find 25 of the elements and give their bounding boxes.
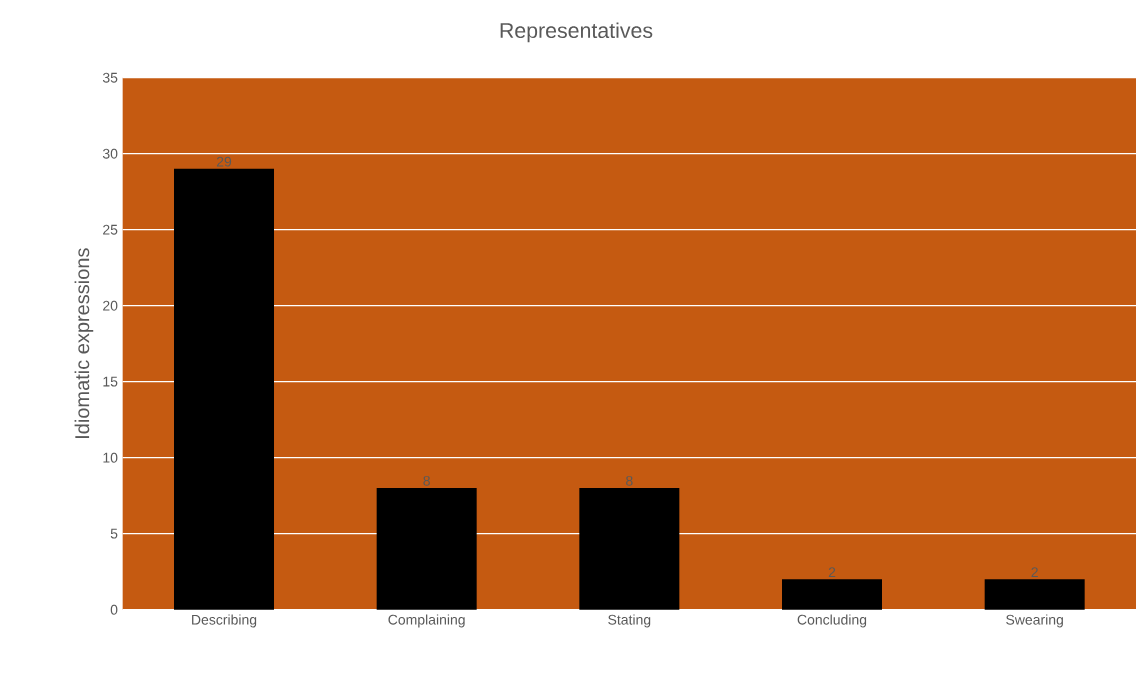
data-label: 8 [423, 475, 430, 486]
x-tick-label: Concluding [797, 614, 867, 628]
y-tick-label: 25 [103, 224, 118, 235]
bar [174, 168, 274, 610]
y-tick-label: 15 [103, 376, 118, 387]
bar [984, 579, 1085, 610]
data-label: 2 [828, 567, 836, 577]
y-tick-label: 5 [110, 528, 118, 539]
y-tick-label: 0 [110, 604, 118, 615]
bar [579, 488, 680, 610]
x-tick-label: Stating [608, 614, 651, 628]
x-tick-label: Swearing [1006, 614, 1063, 628]
bar [782, 579, 882, 610]
bar [376, 488, 477, 610]
y-tick-label: 35 [102, 72, 118, 83]
x-tick-label: Describing [192, 614, 257, 628]
y-tick-label: 10 [103, 452, 118, 463]
y-tick-label: 20 [103, 300, 118, 311]
data-label: 8 [626, 475, 633, 486]
data-label: 29 [216, 156, 232, 167]
y-axis-title: Idiomatic expressions [74, 248, 94, 438]
data-label: 2 [1031, 567, 1038, 577]
x-tick-label: Complaining [388, 614, 465, 628]
chart-title: Representatives [500, 22, 653, 43]
y-tick-label: 30 [102, 148, 118, 159]
